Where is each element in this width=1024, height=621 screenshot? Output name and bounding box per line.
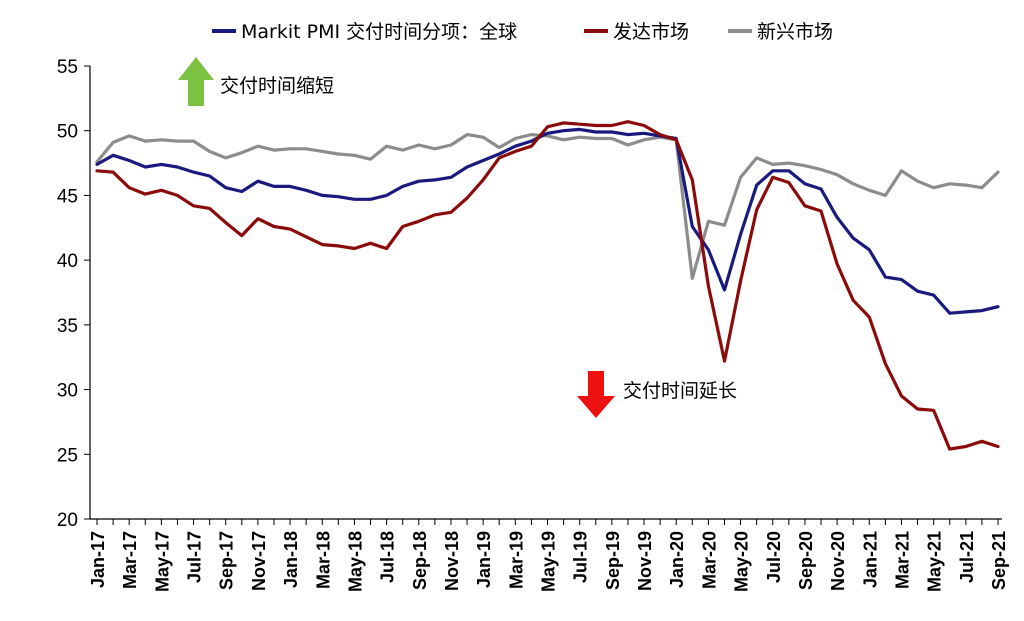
- arrow-up-icon: [178, 57, 214, 106]
- x-tick-label: Jul-19: [571, 531, 591, 583]
- x-tick-label: Mar-20: [699, 531, 719, 589]
- x-tick-label: Mar-18: [313, 531, 333, 589]
- y-tick-label: 25: [57, 445, 78, 466]
- y-tick-label: 45: [57, 186, 78, 207]
- x-tick-label: Jan-19: [474, 531, 494, 588]
- y-tick-label: 20: [57, 510, 78, 531]
- series-line-2: [95, 120, 1000, 451]
- x-tick-label: Nov-17: [249, 531, 269, 591]
- legend-label-1: Markit PMI 交付时间分项：全球: [241, 21, 517, 43]
- x-tick-label: May-20: [732, 531, 752, 592]
- x-tick-label: Mar-19: [506, 531, 526, 589]
- y-tick-label: 55: [57, 57, 78, 78]
- y-tick-label: 30: [57, 381, 78, 402]
- x-tick-label: May-19: [539, 531, 559, 592]
- legend: Markit PMI 交付时间分项：全球 发达市场 新兴市场: [212, 21, 833, 43]
- series-line-1: [95, 127, 1000, 315]
- x-tick-label: Jan-21: [860, 531, 880, 588]
- legend-label-3: 新兴市场: [757, 21, 833, 43]
- y-tick-label: 50: [57, 122, 78, 143]
- annotation-shorten: 交付时间缩短: [220, 75, 334, 97]
- x-tick-label: May-21: [925, 531, 945, 592]
- x-tick-label: Jan-17: [88, 531, 108, 588]
- x-tick-label: May-17: [152, 531, 172, 592]
- x-tick-label: May-18: [345, 531, 365, 592]
- x-tick-label: Sep-19: [603, 531, 623, 590]
- x-tick-label: Sep-17: [217, 531, 237, 590]
- x-tick-label: Nov-18: [442, 531, 462, 591]
- x-tick-label: Mar-21: [892, 531, 912, 589]
- x-tick-label: Sep-20: [796, 531, 816, 590]
- annotation-lengthen: 交付时间延长: [623, 380, 737, 402]
- x-tick-label: Mar-17: [120, 531, 140, 589]
- series-line-3: [95, 133, 1000, 280]
- x-tick-label: Nov-19: [635, 531, 655, 591]
- x-tick-label: Jul-17: [185, 531, 205, 583]
- x-tick-label: Nov-20: [828, 531, 848, 591]
- x-tick-label: Jul-20: [764, 531, 784, 583]
- x-tick-label: Sep-18: [410, 531, 430, 590]
- chart-axes: 20 25 30 35 40 45 50 55 Jan-17 Mar-17 May-17 Jul-17…: [57, 57, 1009, 592]
- y-tick-label: 40: [57, 251, 78, 272]
- arrow-down-icon: [577, 371, 615, 418]
- y-tick-label: 35: [57, 316, 78, 337]
- series-layer: [95, 120, 1000, 451]
- x-tick-label: Sep-21: [989, 531, 1009, 590]
- legend-label-2: 发达市场: [613, 21, 689, 43]
- x-tick-label: Jul-21: [957, 531, 977, 583]
- x-tick-label: Jan-20: [667, 531, 687, 588]
- x-tick-label: Jan-18: [281, 531, 301, 588]
- x-tick-label: Jul-18: [378, 531, 398, 583]
